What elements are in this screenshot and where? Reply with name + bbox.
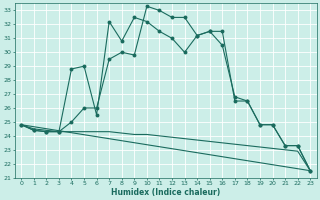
- X-axis label: Humidex (Indice chaleur): Humidex (Indice chaleur): [111, 188, 220, 197]
